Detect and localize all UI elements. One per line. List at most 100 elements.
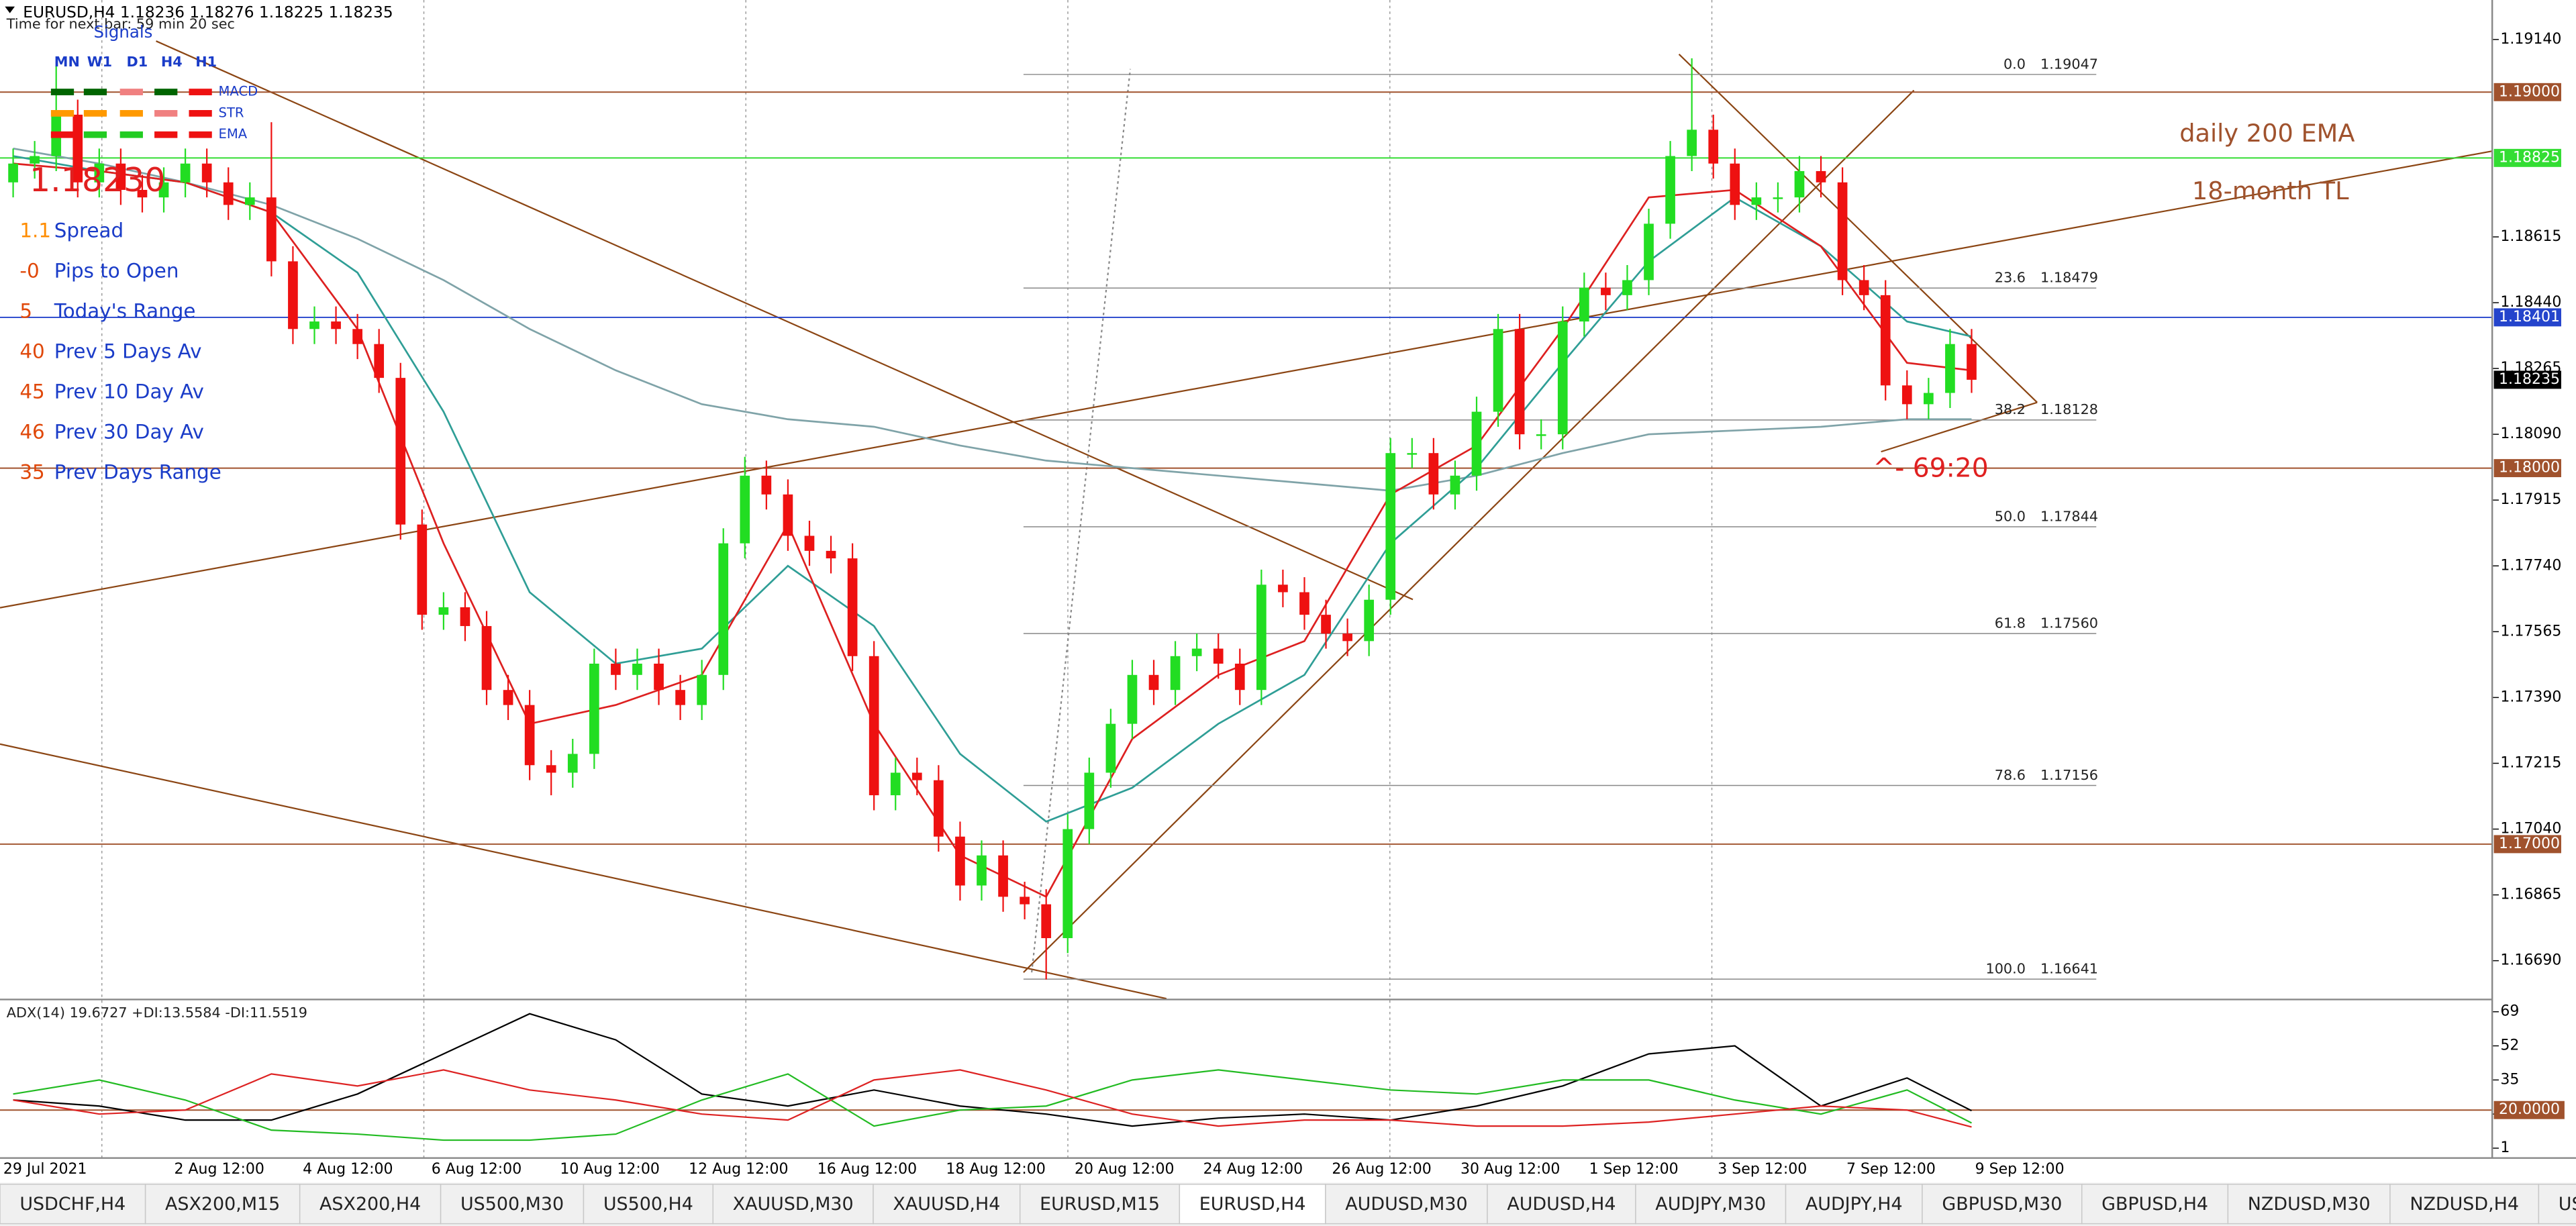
fib-price-label: 1.18128 (2040, 401, 2098, 417)
candle-body (955, 836, 965, 886)
tab-label[interactable]: NZDUSD,M30 (2248, 1194, 2371, 1215)
tab[interactable] (0, 1184, 146, 1225)
x-tick-label: 1 Sep 12:00 (1589, 1161, 1679, 1178)
tab-label[interactable]: AUDJPY,H4 (1805, 1194, 1903, 1215)
tab-label[interactable]: EURUSD,H4 (1199, 1194, 1306, 1215)
candle-body (1321, 615, 1331, 634)
level-label-box (2493, 1101, 2565, 1119)
tab[interactable] (1325, 1184, 1488, 1225)
candle-body (1601, 287, 1611, 295)
adx-line (13, 1069, 1972, 1141)
signal (83, 89, 107, 95)
tab-label[interactable]: XAUUSD,M30 (733, 1194, 854, 1215)
tab-label[interactable]: XAUUSD,H4 (893, 1194, 1000, 1215)
tab[interactable] (873, 1184, 1021, 1225)
tab[interactable] (1785, 1184, 1923, 1225)
tab[interactable] (2538, 1184, 2576, 1225)
candle-body (1428, 453, 1439, 495)
tab[interactable] (583, 1184, 713, 1225)
info-value: 35 (19, 460, 44, 483)
y-tick-label: 1.18090 (2500, 425, 2561, 442)
tab-label[interactable]: NZDUSD,H4 (2410, 1194, 2519, 1215)
candle-body (331, 321, 341, 329)
price-label: 1.18235 (2499, 371, 2560, 388)
tab-label[interactable]: GBPUSD,H4 (2101, 1194, 2208, 1215)
signal-row-label: MACD (219, 84, 258, 99)
fib-level-label: 23.6 (1995, 270, 2026, 286)
candle-body (1514, 329, 1525, 435)
tab[interactable] (1635, 1184, 1787, 1225)
candle-body (697, 674, 707, 705)
tab[interactable] (144, 1184, 301, 1225)
fib-price-label: 1.16641 (2040, 960, 2098, 976)
tab-label[interactable]: USDCHF,H4 (19, 1194, 126, 1215)
fib-price-label: 1.17560 (2040, 615, 2098, 631)
bar-timer: Time for next bar: 59 min 20 sec (6, 16, 235, 32)
candle-body (1837, 182, 1848, 280)
signal (50, 109, 75, 117)
candle-body (1794, 170, 1805, 198)
candle-body (524, 705, 535, 766)
tab-label[interactable]: AUDUSD,M30 (1345, 1194, 1467, 1215)
tab[interactable] (1019, 1184, 1181, 1225)
menu-arrow[interactable] (5, 6, 15, 13)
candle-body (1105, 723, 1116, 773)
candle-body (503, 690, 513, 705)
tab-label[interactable]: US500,H4 (603, 1194, 693, 1215)
candle-body (1364, 599, 1375, 642)
x-tick-label: 29 Jul 2021 (3, 1161, 87, 1178)
candle-body (244, 197, 255, 205)
candle-body (1901, 385, 1912, 405)
signals-title: Signals (94, 22, 153, 42)
price-label-box (2493, 459, 2561, 478)
tab-label[interactable]: USI (2559, 1194, 2576, 1215)
tab-label[interactable]: AUDJPY,M30 (1655, 1194, 1766, 1215)
candle-body (1880, 295, 1891, 386)
candle-body (977, 855, 987, 886)
tab-label[interactable]: AUDUSD,H4 (1507, 1194, 1616, 1215)
candle-body (761, 475, 772, 495)
fib-level-label: 100.0 (1985, 960, 2026, 976)
tab-label[interactable]: ASX200,M15 (165, 1194, 280, 1215)
tab-label[interactable]: ASX200,H4 (319, 1194, 421, 1215)
signal (83, 131, 107, 138)
signal (83, 109, 107, 117)
candle-body (266, 197, 277, 262)
candle-body (1471, 411, 1482, 476)
price-label-box (2493, 148, 2561, 167)
candle-body (654, 663, 664, 691)
timeframe-label: D1 (126, 54, 148, 70)
tab[interactable] (1179, 1184, 1326, 1225)
price-label-box (2493, 308, 2561, 327)
tab[interactable] (1487, 1184, 1636, 1225)
tab[interactable] (2081, 1184, 2229, 1225)
tab[interactable] (712, 1184, 874, 1225)
candle-body (115, 163, 126, 190)
tab[interactable] (2227, 1184, 2391, 1225)
y-tick-label: 52 (2500, 1037, 2519, 1054)
tab[interactable] (299, 1184, 442, 1225)
candle-body (847, 558, 858, 656)
signal (50, 131, 75, 138)
tab-label[interactable]: EURUSD,M15 (1040, 1194, 1160, 1215)
tab-label[interactable]: GBPUSD,M30 (1942, 1194, 2062, 1215)
candle-body (1557, 321, 1568, 435)
fib-level-label: 50.0 (1995, 508, 2026, 524)
candle-body (1967, 344, 1977, 380)
info-value: 46 (19, 420, 44, 443)
candle-body (417, 524, 428, 615)
candle-body (1816, 170, 1826, 183)
candle-body (288, 261, 298, 329)
y-tick-label: 1.17915 (2500, 491, 2561, 508)
candle-body (438, 607, 449, 615)
candle-body (1687, 130, 1697, 156)
y-tick-label: 1.19140 (2500, 31, 2561, 48)
info-value: 45 (19, 380, 44, 403)
candle-body (1278, 584, 1288, 593)
candle-body (1924, 393, 1934, 405)
tab-label[interactable]: US500,M30 (460, 1194, 564, 1215)
tab[interactable] (440, 1184, 585, 1225)
y-tick-label: 35 (2500, 1071, 2519, 1088)
x-tick-label: 26 Aug 12:00 (1332, 1161, 1431, 1178)
x-tick-label: 18 Aug 12:00 (946, 1161, 1045, 1178)
